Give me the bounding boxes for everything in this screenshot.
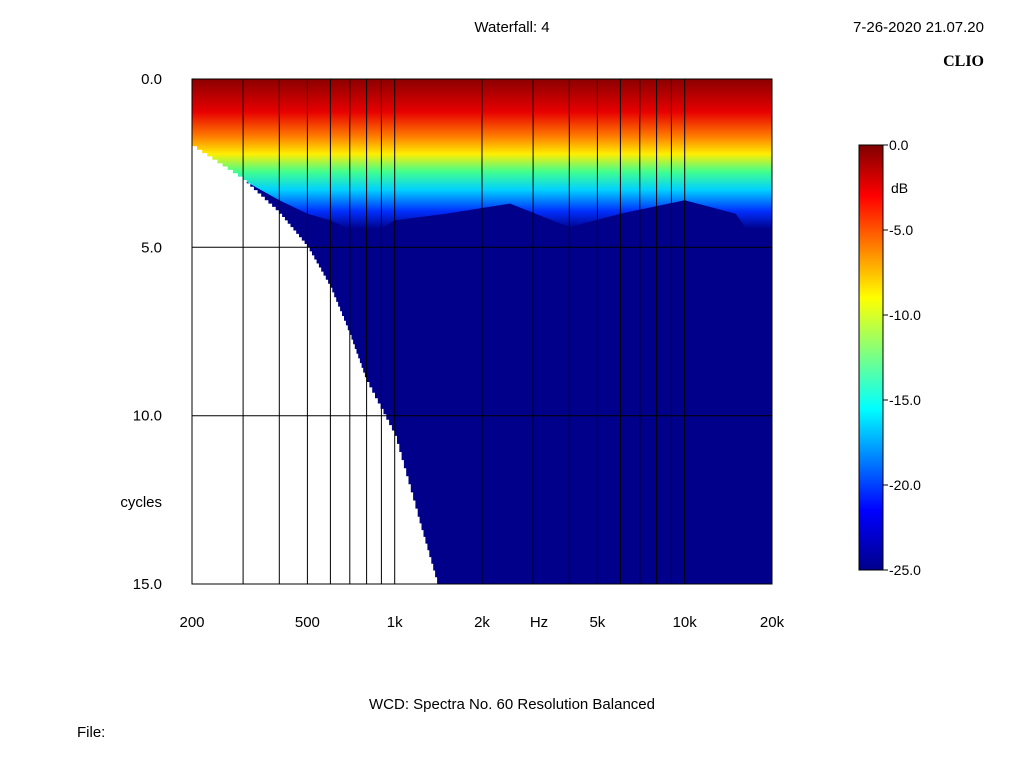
- y-tick-label: 5.0: [141, 239, 162, 256]
- x-tick-label: 500: [295, 614, 320, 631]
- colorbar-tick-label: -15.0: [889, 392, 921, 408]
- x-axis-label: Hz: [530, 614, 548, 631]
- colorbar-tick-label: -10.0: [889, 307, 921, 323]
- x-tick-label: 200: [179, 614, 204, 631]
- x-tick-label: 10k: [673, 614, 698, 631]
- colorbar-tick-label: -20.0: [889, 477, 921, 493]
- y-axis-label: cycles: [120, 494, 162, 511]
- plot-frame: [191, 78, 773, 585]
- colorbar-unit: dB: [891, 180, 908, 196]
- footer-info: WCD: Spectra No. 60 Resolution Balanced: [369, 696, 655, 713]
- chart-title: Waterfall: 4: [474, 19, 550, 36]
- x-tick-label: 1k: [387, 614, 403, 631]
- brand-logo: CLIO: [943, 53, 984, 70]
- colorbar-tick-label: -5.0: [889, 222, 913, 238]
- colorbar-tick-label: 0.0: [889, 137, 909, 153]
- y-tick-label: 15.0: [133, 576, 162, 593]
- x-tick-label: 5k: [589, 614, 605, 631]
- y-tick-label: 10.0: [133, 408, 162, 425]
- colorbar-tick-label: -25.0: [889, 562, 921, 578]
- x-tick-label: 20k: [760, 614, 785, 631]
- colorbar: [858, 144, 884, 571]
- timestamp: 7-26-2020 21.07.20: [853, 19, 984, 36]
- window-mask: [192, 146, 438, 584]
- x-tick-label: 2k: [474, 614, 490, 631]
- file-label: File:: [77, 724, 106, 741]
- y-tick-label: 0.0: [141, 71, 162, 88]
